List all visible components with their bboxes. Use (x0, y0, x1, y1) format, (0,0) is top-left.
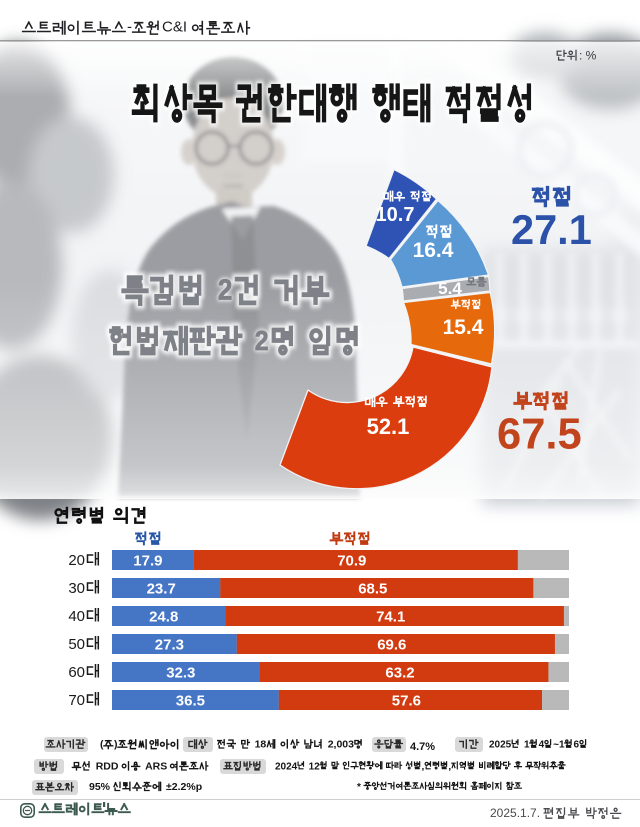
svg-text:*: * (357, 782, 361, 793)
svg-text:1: 1 (524, 739, 530, 750)
svg-text:2024: 2024 (275, 761, 298, 772)
svg-text:2: 2 (255, 325, 269, 357)
svg-text:30: 30 (68, 580, 85, 597)
svg-text:2: 2 (218, 273, 232, 305)
svg-text:C&I: C&I (162, 19, 187, 36)
svg-text:50: 50 (68, 636, 85, 653)
svg-text:15.4: 15.4 (443, 316, 484, 339)
svg-text:27.1: 27.1 (511, 206, 592, 253)
svg-text:52.1: 52.1 (367, 414, 410, 439)
svg-text:95%: 95% (89, 781, 111, 793)
svg-text:5.4: 5.4 (438, 279, 462, 298)
svg-text:74.1: 74.1 (376, 608, 405, 625)
svg-text:2: 2 (218, 273, 232, 305)
svg-text:23.7: 23.7 (147, 580, 176, 597)
svg-text:RDD: RDD (96, 761, 119, 773)
svg-text:(: ( (100, 739, 104, 751)
svg-text:4.7%: 4.7% (410, 741, 435, 753)
svg-text:63.2: 63.2 (385, 664, 414, 681)
svg-text:32.3: 32.3 (166, 664, 195, 681)
svg-text:2025.1.7.: 2025.1.7. (490, 806, 540, 820)
svg-text:24.8: 24.8 (149, 608, 178, 625)
svg-text:60: 60 (68, 664, 85, 681)
svg-text:12: 12 (309, 761, 321, 772)
svg-text:: %: : % (579, 48, 597, 62)
svg-text:27.3: 27.3 (155, 636, 184, 653)
svg-text:57.6: 57.6 (392, 692, 421, 709)
svg-text:18: 18 (255, 739, 267, 751)
svg-text:70: 70 (68, 692, 85, 709)
svg-text:67.5: 67.5 (497, 411, 582, 459)
svg-text:2: 2 (255, 325, 269, 357)
svg-text:2,003: 2,003 (328, 739, 354, 751)
svg-text:~: ~ (553, 739, 559, 750)
svg-text:17.9: 17.9 (133, 552, 162, 569)
svg-text:ARS: ARS (145, 761, 167, 773)
svg-text:6: 6 (574, 739, 580, 750)
svg-text:69.6: 69.6 (377, 636, 406, 653)
svg-text:±2.2%p: ±2.2%p (166, 781, 202, 793)
svg-text:16.4: 16.4 (413, 239, 454, 262)
svg-text:-: - (127, 19, 132, 36)
svg-text:,: , (448, 761, 451, 772)
svg-text:4: 4 (539, 739, 545, 750)
svg-text:36.5: 36.5 (176, 692, 205, 709)
svg-text:68.5: 68.5 (358, 580, 387, 597)
svg-text:1: 1 (559, 739, 565, 750)
svg-text:40: 40 (68, 608, 85, 625)
svg-text:): ) (114, 739, 118, 751)
svg-text:10.7: 10.7 (376, 204, 415, 226)
svg-text:20: 20 (68, 552, 85, 569)
svg-text:70.9: 70.9 (337, 552, 366, 569)
svg-text:,: , (422, 761, 425, 772)
svg-text:2025: 2025 (489, 739, 512, 750)
